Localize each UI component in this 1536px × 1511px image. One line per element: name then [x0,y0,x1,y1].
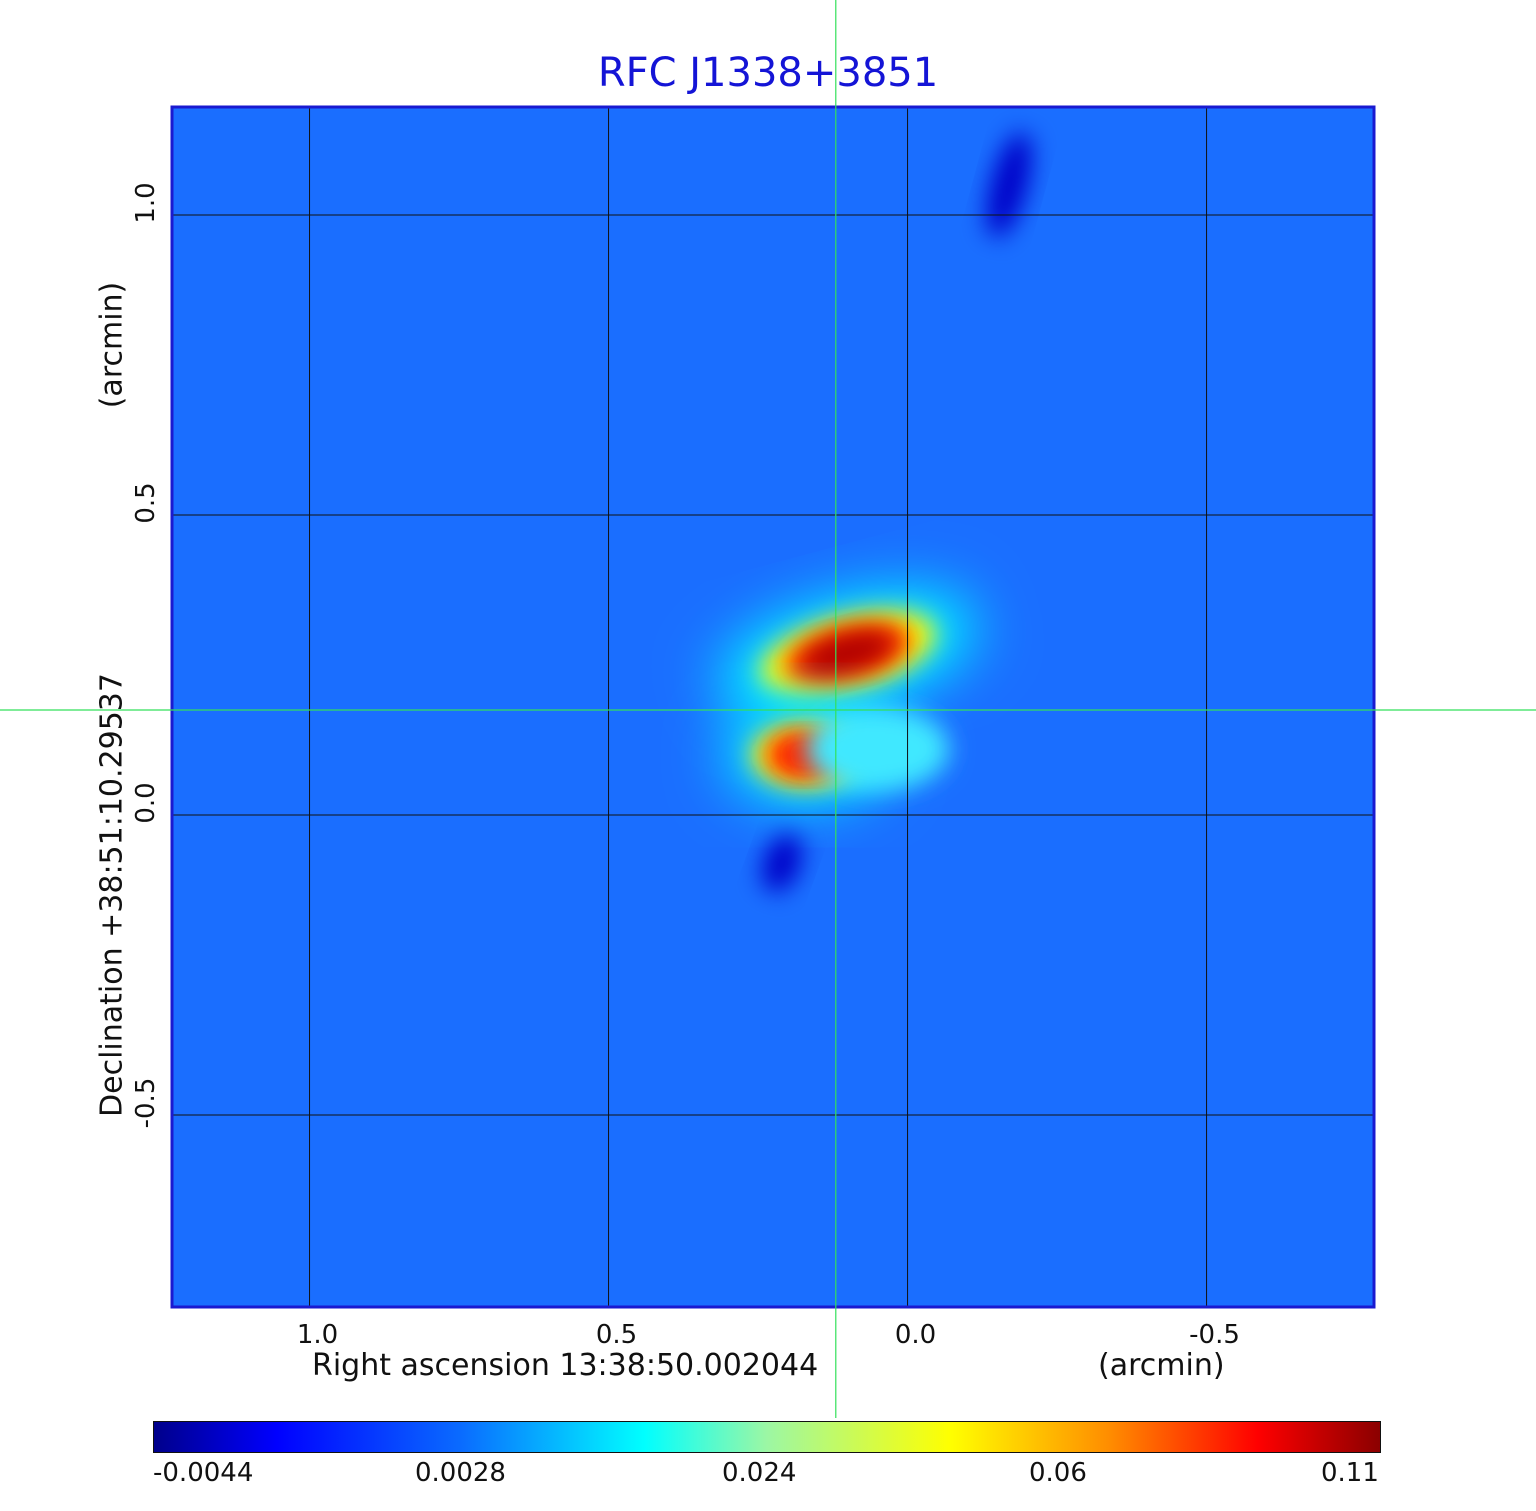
crosshair [0,0,1536,1418]
x-axis-unit: (arcmin) [1098,1348,1225,1383]
colorbar [153,1421,1381,1453]
y-tick-label: 0.5 [131,482,161,524]
chart-title: RFC J1338+3851 [597,50,939,96]
feature-4 [986,132,1032,238]
x-axis-label: Right ascension 13:38:50.002044 [312,1348,819,1383]
x-tick-label: 0.0 [894,1320,937,1350]
y-axis-label: Declination +38:51:10.29537 [94,673,130,1117]
y-axis-unit: (arcmin) [94,281,130,409]
feature-2 [805,707,950,791]
colorbar-tick-label: 0.0028 [415,1458,506,1488]
x-tick-label: 1.0 [296,1320,339,1350]
y-tick-label: -0.5 [131,1077,161,1129]
x-tick-label: -0.5 [1189,1320,1240,1350]
y-tick-label: 1.0 [131,182,161,224]
plot-frame [170,105,1376,1309]
y-tick-label: 0.0 [131,782,161,824]
colorbar-tick-label: 0.06 [1029,1458,1087,1488]
grid-lines [172,107,1374,1307]
feature-0 [801,630,895,676]
colorbar-tick-label: 0.11 [1321,1458,1379,1488]
x-tick-label: 0.5 [595,1320,638,1350]
source-emission [719,132,1032,892]
colorbar-tick-label: -0.0044 [153,1458,254,1488]
feature-3 [762,834,802,892]
colorbar-tick-label: 0.024 [722,1458,797,1488]
